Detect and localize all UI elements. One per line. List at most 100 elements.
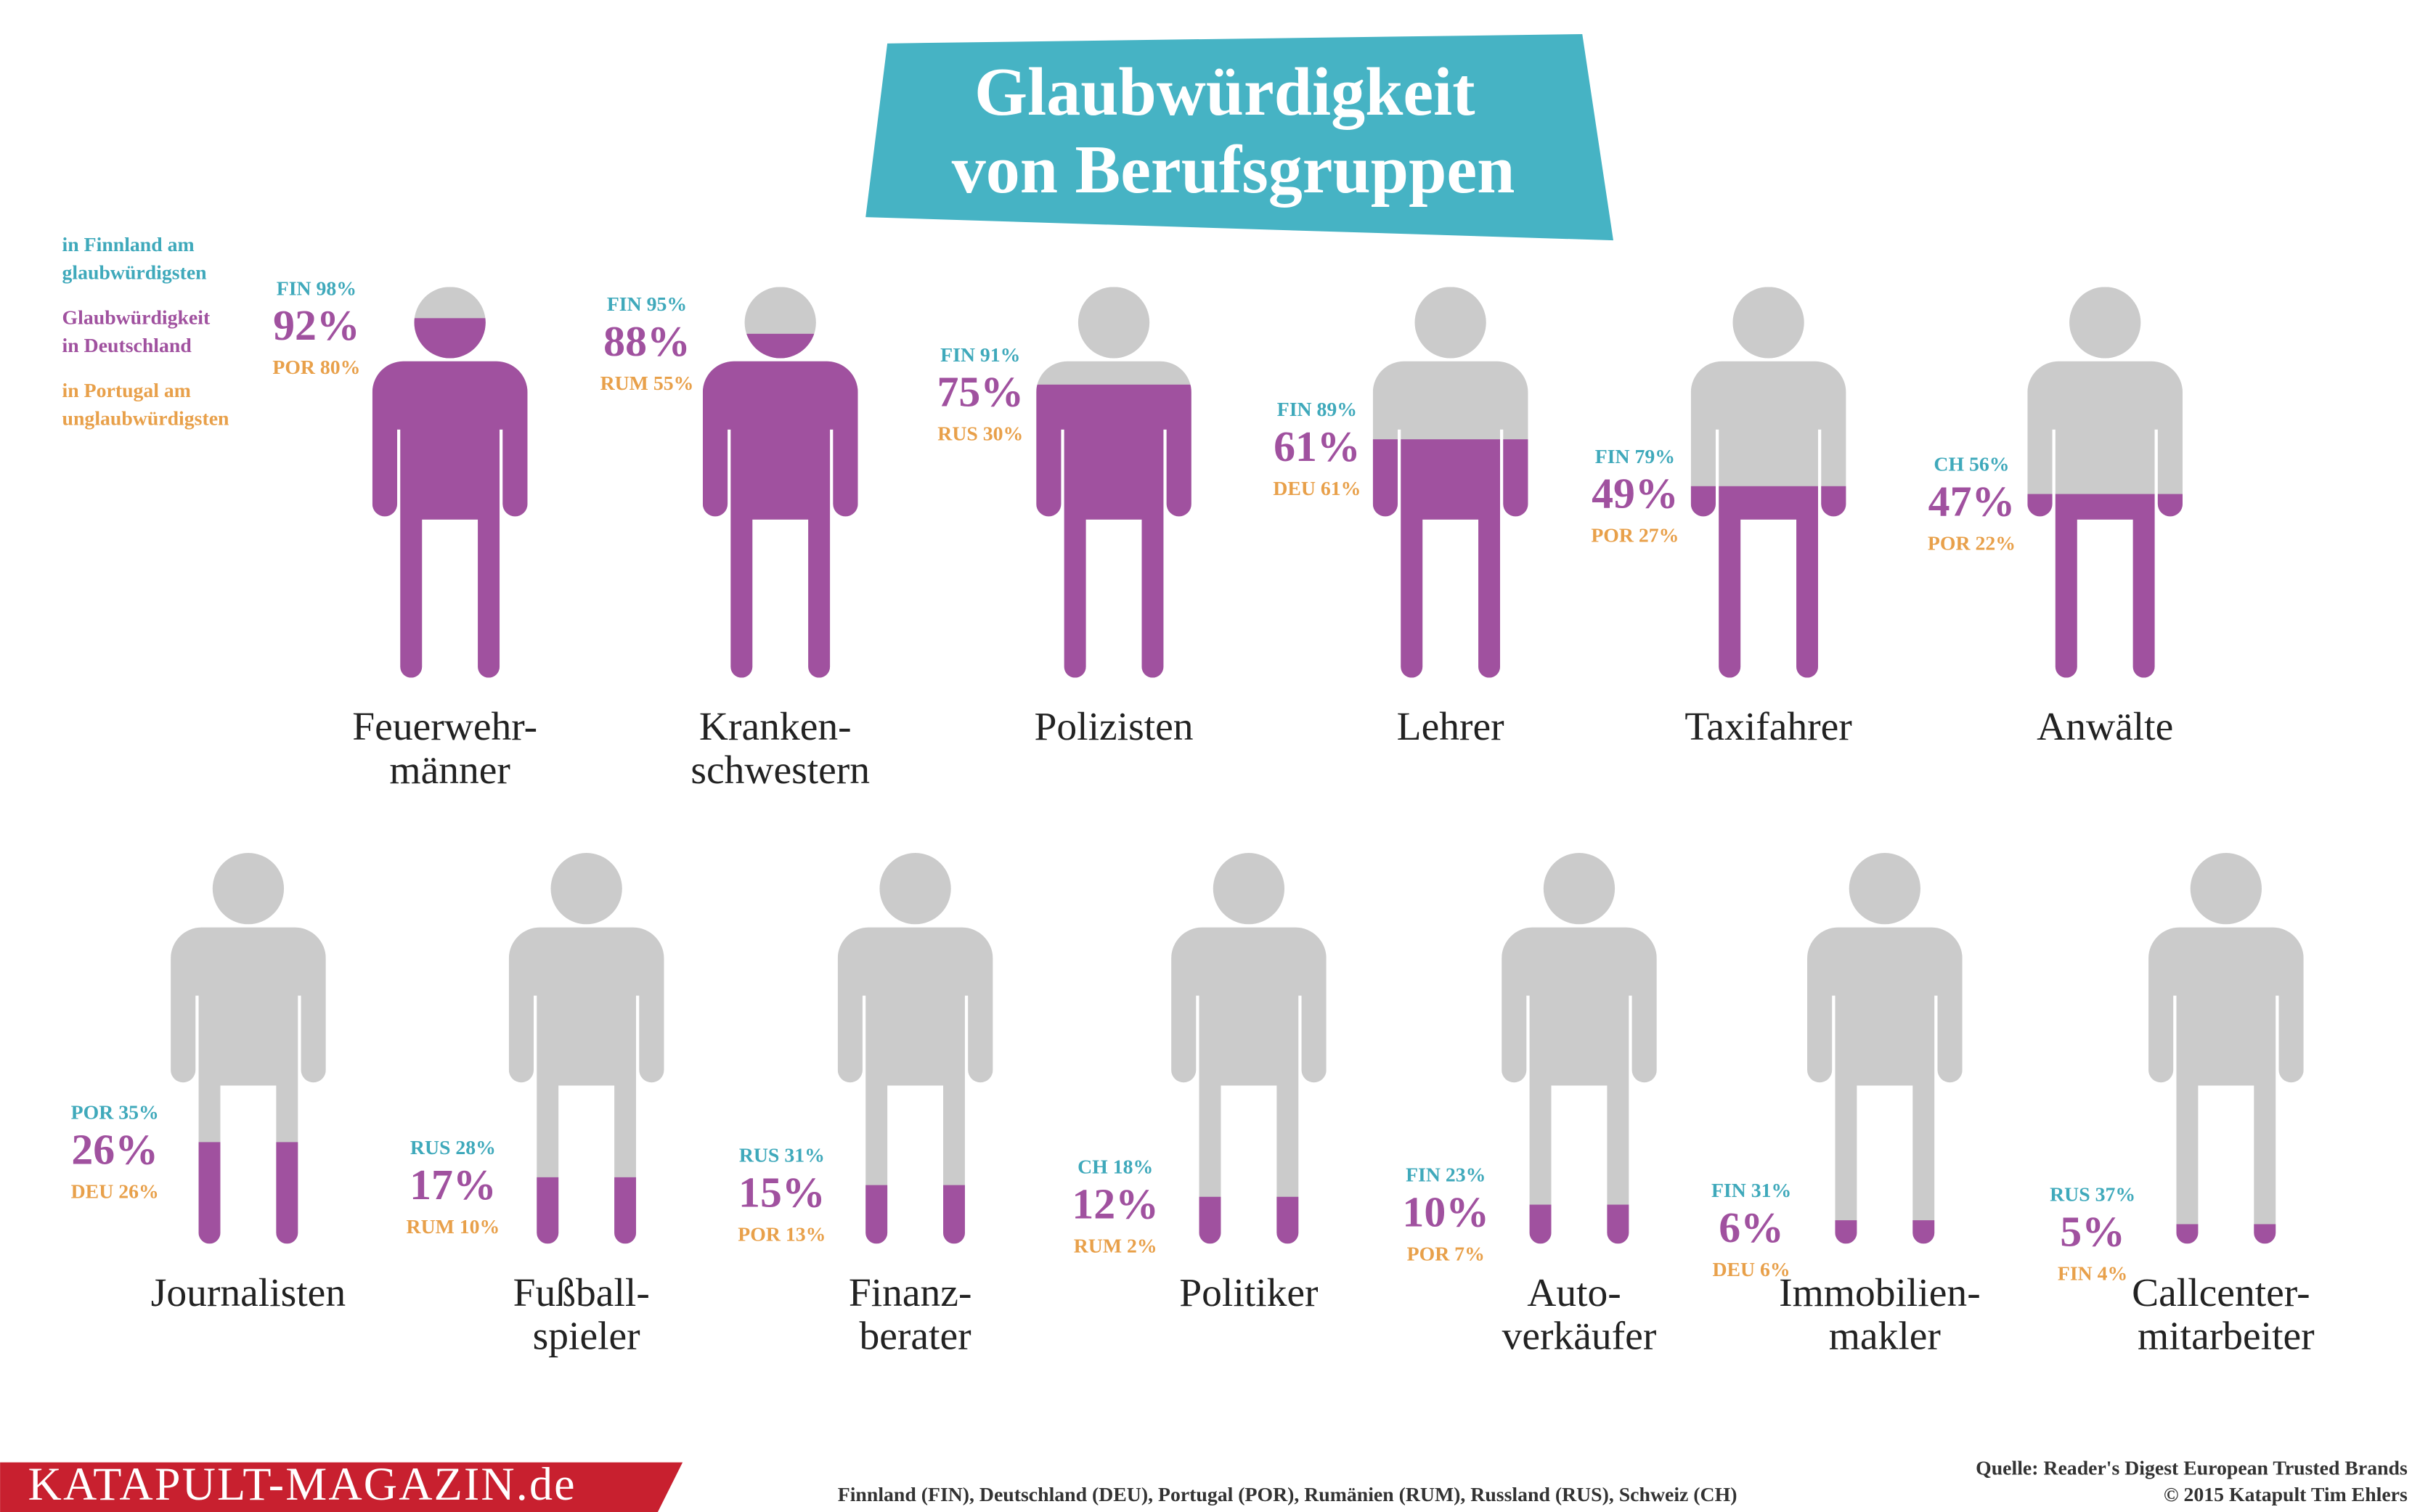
category-label: Fußball- spieler (513, 1271, 660, 1359)
high-label: FIN 79% (1595, 446, 1675, 468)
figure-clip (2148, 853, 2304, 1244)
brand-banner (0, 1462, 683, 1512)
value-label: 10% (1402, 1188, 1489, 1235)
figure-fill (372, 318, 528, 678)
low-label: RUM 2% (1074, 1235, 1157, 1258)
low-label: DEU 6% (1712, 1259, 1790, 1281)
figure-empty (1690, 287, 1846, 678)
figure (1502, 853, 1657, 1244)
category-label: Anwälte (2037, 705, 2173, 749)
figure (1372, 287, 1528, 678)
category-label: Kranken- schwestern (690, 705, 870, 793)
figure-fill (702, 333, 858, 678)
value-label: 92% (273, 301, 360, 349)
low-label: POR 7% (1407, 1243, 1485, 1265)
legend-entry: in Finnland am glaubwürdigsten (62, 234, 208, 284)
category-label: Polizisten (1035, 705, 1194, 749)
figure-clip (508, 853, 664, 1244)
figure-fill (1690, 486, 1846, 678)
figure-empty (508, 853, 664, 1244)
high-label: FIN 89% (1277, 399, 1357, 421)
low-label: POR 13% (738, 1224, 826, 1246)
figure-empty (1171, 853, 1327, 1244)
figure-empty (837, 853, 993, 1244)
figure-fill (1372, 439, 1528, 678)
high-label: CH 56% (1934, 454, 2009, 476)
copyright: © 2015 Katapult Tim Ehlers (2164, 1484, 2408, 1506)
source: Quelle: Reader's Digest European Trusted… (1976, 1458, 2408, 1480)
figure (508, 853, 664, 1244)
figure-clip (1171, 853, 1327, 1244)
figure-fill (1171, 1196, 1327, 1244)
figure (837, 853, 993, 1244)
high-label: FIN 95% (607, 293, 687, 316)
figure-empty (171, 853, 326, 1244)
low-label: DEU 26% (71, 1180, 159, 1203)
low-label: RUS 30% (937, 423, 1023, 446)
low-label: RUM 55% (600, 372, 694, 395)
figure-fill (1807, 1220, 1963, 1244)
high-label: FIN 31% (1711, 1180, 1791, 1202)
value-label: 6% (1719, 1204, 1784, 1251)
figure-clip (1807, 853, 1963, 1244)
figure (2148, 853, 2304, 1244)
category-label: Finanz- berater (849, 1271, 982, 1359)
high-label: RUS 28% (410, 1137, 496, 1159)
low-label: POR 80% (272, 356, 360, 379)
legend-entry: in Portugal am unglaubwürdigsten (62, 380, 229, 430)
figure-fill (2148, 1224, 2304, 1244)
value-label: 88% (603, 317, 690, 365)
figure-clip (1372, 287, 1528, 678)
title-banner (865, 34, 1613, 241)
low-label: FIN 4% (2058, 1262, 2127, 1285)
value-label: 26% (71, 1125, 158, 1173)
figure-empty (2027, 287, 2183, 678)
brand: KATAPULT-MAGAZIN.de (28, 1458, 577, 1510)
value-label: 15% (738, 1169, 826, 1217)
figure-clip (2027, 287, 2183, 678)
category-label: Politiker (1179, 1271, 1318, 1315)
high-label: FIN 91% (940, 344, 1020, 367)
high-label: CH 18% (1077, 1156, 1153, 1179)
figure-clip (1036, 287, 1191, 678)
figure-fill (837, 1185, 993, 1244)
category-label: Taxifahrer (1684, 705, 1851, 749)
figure-clip (171, 853, 326, 1244)
value-label: 5% (2060, 1207, 2125, 1255)
figure-clip (372, 287, 528, 678)
low-label: POR 22% (1928, 532, 2016, 555)
figure-empty (1807, 853, 1963, 1244)
low-label: RUM 10% (407, 1216, 500, 1238)
value-label: 47% (1928, 477, 2016, 525)
figure (1036, 287, 1191, 678)
figure (171, 853, 326, 1244)
category-label: Feuerwehr- männer (352, 705, 547, 793)
title: Glaubwürdigkeit von Berufsgruppen (952, 54, 1515, 208)
high-label: FIN 98% (277, 277, 357, 300)
figure-clip (1502, 853, 1657, 1244)
figure (702, 287, 858, 678)
category-label: Lehrer (1397, 705, 1504, 749)
figure-fill (1502, 1204, 1657, 1244)
figure-empty (2148, 853, 2304, 1244)
low-label: DEU 61% (1273, 478, 1361, 500)
category-label: Auto- verkäufer (1502, 1271, 1657, 1359)
country-key: Finnland (FIN), Deutschland (DEU), Portu… (838, 1484, 1737, 1506)
value-label: 17% (410, 1161, 497, 1209)
category-label: Journalisten (151, 1271, 346, 1315)
figure (1690, 287, 1846, 678)
low-label: POR 27% (1591, 525, 1679, 547)
figure-clip (837, 853, 993, 1244)
high-label: FIN 23% (1406, 1164, 1486, 1187)
high-label: RUS 31% (739, 1145, 825, 1167)
value-label: 49% (1592, 470, 1679, 518)
figure (1171, 853, 1327, 1244)
figure-clip (1690, 287, 1846, 678)
high-label: POR 35% (71, 1101, 159, 1124)
value-label: 75% (937, 368, 1024, 416)
figure-fill (171, 1142, 326, 1244)
figure-clip (702, 287, 858, 678)
figure (372, 287, 528, 678)
value-label: 12% (1072, 1180, 1159, 1228)
figure (2027, 287, 2183, 678)
